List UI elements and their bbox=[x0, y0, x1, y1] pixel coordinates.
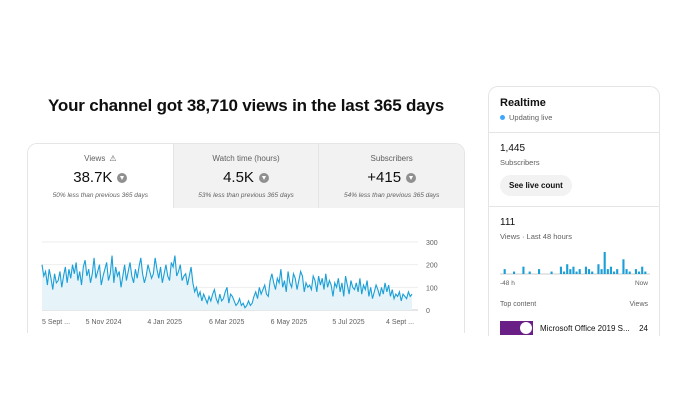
realtime-bar bbox=[622, 259, 625, 274]
realtime-bar bbox=[616, 269, 619, 274]
realtime-bar-chart[interactable] bbox=[500, 247, 650, 277]
tab-subscribers[interactable]: Subscribers +415 54% less than previous … bbox=[318, 144, 464, 208]
tab-watch-time-label: Watch time (hours) bbox=[212, 154, 280, 163]
realtime-bar bbox=[578, 269, 581, 274]
views-area bbox=[42, 255, 412, 310]
realtime-bar bbox=[538, 269, 541, 274]
realtime-card: Realtime Updating live 1,445 Subscribers… bbox=[488, 86, 660, 336]
tab-subscribers-note: 54% less than previous 365 days bbox=[343, 192, 440, 199]
realtime-bar bbox=[588, 269, 591, 274]
video-thumbnail bbox=[500, 321, 533, 335]
office-logo-icon bbox=[520, 322, 532, 334]
realtime-bar bbox=[606, 269, 609, 274]
x-tick-label: 5 Jul 2025 bbox=[332, 319, 364, 326]
x-tick-label: 5 Nov 2024 bbox=[86, 319, 122, 326]
realtime-views-count: 111 bbox=[500, 217, 516, 228]
divider bbox=[489, 206, 659, 207]
realtime-bar bbox=[513, 271, 516, 274]
realtime-bar bbox=[563, 271, 566, 274]
x-tick-label: 6 Mar 2025 bbox=[209, 319, 245, 326]
page-title: Your channel got 38,710 views in the las… bbox=[48, 96, 444, 115]
y-tick-label: 100 bbox=[426, 285, 438, 292]
subscriber-label: Subscribers bbox=[500, 158, 540, 167]
top-content-item[interactable]: Microsoft Office 2019 S... 24 bbox=[500, 321, 648, 335]
tab-watch-time[interactable]: Watch time (hours) 4.5K 53% less than pr… bbox=[172, 144, 319, 208]
views-series-line bbox=[41, 255, 413, 309]
y-tick-label: 300 bbox=[426, 240, 438, 247]
top-content-label: Top content bbox=[500, 301, 537, 308]
x-tick-label: 4 Jan 2025 bbox=[147, 319, 182, 326]
realtime-status: Updating live bbox=[509, 113, 553, 122]
realtime-bar bbox=[550, 271, 553, 274]
x-tick-label: 6 May 2025 bbox=[271, 319, 308, 326]
tab-views-note: 50% less than previous 365 days bbox=[52, 192, 149, 199]
subscriber-count: 1,445 bbox=[500, 143, 526, 154]
realtime-bar bbox=[528, 271, 531, 274]
realtime-bar bbox=[591, 271, 594, 274]
tab-watch-time-note: 53% less than previous 365 days bbox=[198, 192, 294, 199]
x-tick-label: 5 Sept ... bbox=[42, 319, 70, 326]
realtime-bar bbox=[613, 271, 616, 274]
realtime-views-label: Views · Last 48 hours bbox=[500, 232, 572, 241]
divider bbox=[489, 132, 659, 133]
realtime-bar bbox=[600, 269, 603, 274]
realtime-bar bbox=[503, 269, 506, 274]
axis-start-label: -48 h bbox=[500, 280, 515, 287]
axis-end-label: Now bbox=[634, 280, 648, 287]
live-dot-icon bbox=[500, 115, 505, 120]
realtime-bar bbox=[638, 271, 641, 274]
y-tick-label: 200 bbox=[426, 263, 438, 270]
content-views: 24 bbox=[639, 323, 648, 333]
tab-watch-time-value: 4.5K bbox=[223, 169, 254, 186]
realtime-bar bbox=[609, 266, 613, 274]
arrow-down-icon bbox=[117, 172, 128, 183]
realtime-bar bbox=[641, 266, 644, 274]
tab-subscribers-label: Subscribers bbox=[370, 154, 413, 163]
realtime-title: Realtime bbox=[500, 97, 546, 109]
see-live-count-button[interactable]: See live count bbox=[500, 175, 572, 196]
realtime-bar bbox=[644, 271, 647, 274]
tab-views-label: Views bbox=[84, 154, 106, 163]
realtime-bar bbox=[572, 266, 575, 274]
views-column-label: Views bbox=[629, 301, 648, 308]
realtime-bar bbox=[603, 252, 606, 274]
tab-views[interactable]: Views ⚠ 38.7K 50% less than previous 365… bbox=[28, 144, 173, 208]
analytics-card: Views ⚠ 38.7K 50% less than previous 365… bbox=[27, 143, 465, 333]
views-line-chart[interactable]: 300 200 100 0 5 Sept ... 5 Nov 2024 4 Jan 2025… bbox=[28, 232, 465, 332]
tab-subscribers-value: +415 bbox=[367, 169, 402, 186]
realtime-bar bbox=[559, 266, 563, 274]
realtime-bar bbox=[625, 269, 628, 274]
warning-icon: ⚠ bbox=[109, 154, 117, 163]
x-tick-label: 4 Sept ... bbox=[386, 319, 414, 326]
metric-tabs: Views ⚠ 38.7K 50% less than previous 365… bbox=[28, 144, 464, 208]
arrow-down-icon bbox=[406, 172, 417, 183]
realtime-bar bbox=[566, 264, 569, 274]
realtime-bar bbox=[575, 271, 578, 274]
arrow-down-icon bbox=[258, 172, 269, 183]
content-title: Microsoft Office 2019 S... bbox=[540, 323, 630, 333]
realtime-bar bbox=[569, 269, 572, 274]
realtime-bar bbox=[628, 271, 631, 274]
realtime-bar bbox=[597, 264, 600, 274]
tab-views-value: 38.7K bbox=[73, 169, 113, 186]
realtime-bar bbox=[584, 266, 588, 274]
y-tick-label: 0 bbox=[426, 308, 430, 315]
realtime-bar bbox=[522, 266, 525, 274]
realtime-bar bbox=[634, 269, 638, 274]
